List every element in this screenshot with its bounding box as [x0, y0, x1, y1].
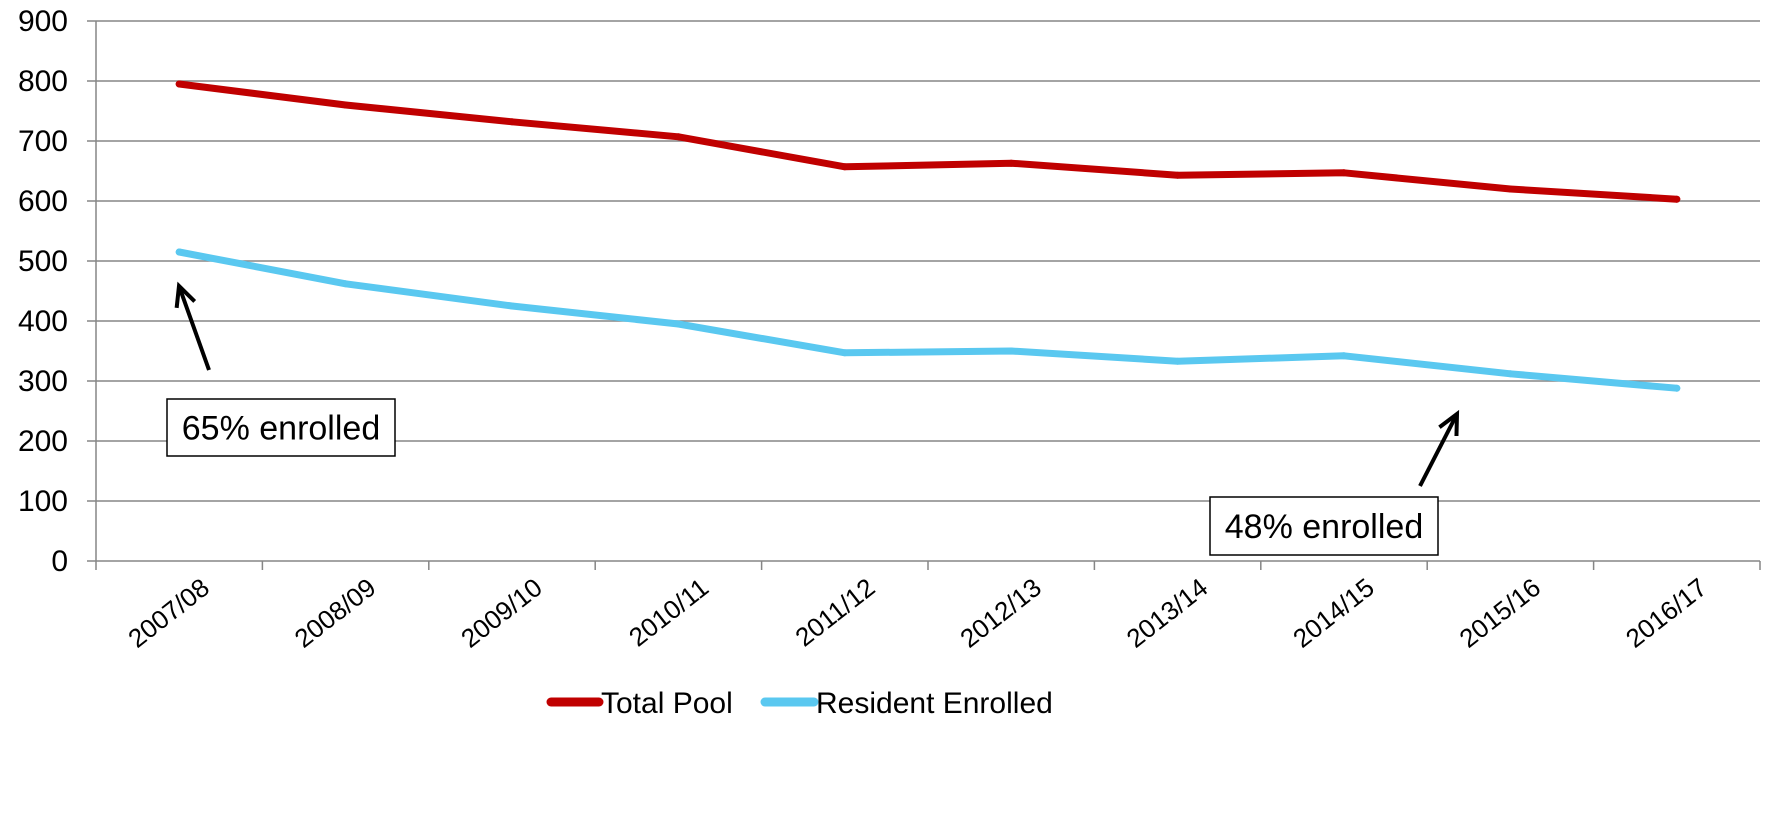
data-point — [1506, 370, 1514, 378]
data-point — [1673, 195, 1681, 203]
legend: Total Pool Resident Enrolled — [546, 687, 1053, 720]
data-point — [674, 320, 682, 328]
x-tick-label: 2012/13 — [954, 572, 1047, 654]
data-point — [175, 248, 183, 256]
x-tick-label: 2015/16 — [1454, 572, 1547, 654]
y-tick-label: 100 — [18, 485, 68, 518]
annotation-label: 65% enrolled — [182, 410, 380, 448]
annotations: 65% enrolled 48% enrolled — [166, 281, 1460, 556]
data-point — [508, 118, 516, 126]
data-point — [508, 302, 516, 310]
annotation-arrow-head — [174, 281, 197, 309]
x-tick-label: 2013/14 — [1121, 572, 1214, 654]
annotation-box — [166, 398, 396, 457]
y-tick-label: 400 — [18, 305, 68, 338]
annotation-label: 48% enrolled — [1225, 508, 1423, 546]
data-point — [674, 133, 682, 141]
legend-label: Total Pool — [601, 687, 733, 720]
axes: 0 100 200 300 400 500 600 700 800 900 2007/08 2008/… — [18, 5, 1761, 654]
data-point — [1340, 352, 1348, 360]
data-point — [342, 101, 350, 109]
data-point — [1340, 169, 1348, 177]
data-point — [1007, 159, 1015, 167]
x-tick-label: 2010/11 — [623, 572, 714, 652]
data-point — [841, 349, 849, 357]
y-tick-label: 500 — [18, 245, 68, 278]
data-point — [1007, 347, 1015, 355]
y-tick-label: 200 — [18, 425, 68, 458]
series-line-resident-enrolled — [175, 248, 1681, 392]
data-point — [1506, 185, 1514, 193]
data-point — [1673, 384, 1681, 392]
y-tick-label: 700 — [18, 125, 68, 158]
x-tick-label: 2011/12 — [789, 572, 880, 652]
data-point — [342, 280, 350, 288]
annotation-arrow-shaft — [177, 285, 211, 371]
annotation-arrow-shaft — [1418, 413, 1459, 487]
y-tick-label: 600 — [18, 185, 68, 218]
x-tick-label: 2009/10 — [455, 572, 548, 654]
y-tick-label: 900 — [18, 5, 68, 38]
x-tick-label: 2014/15 — [1287, 572, 1380, 654]
x-tick-label: 2008/09 — [289, 572, 382, 654]
legend-label: Resident Enrolled — [816, 687, 1053, 720]
y-tick-label: 300 — [18, 365, 68, 398]
annotation-box — [1209, 496, 1439, 556]
annotation-arrow-head — [1438, 409, 1460, 437]
data-point — [1174, 171, 1182, 179]
x-tick-label: 2016/17 — [1620, 572, 1713, 654]
y-tick-label: 0 — [51, 545, 68, 578]
x-tick-label: 2007/08 — [122, 572, 215, 654]
data-point — [841, 163, 849, 171]
y-tick-label: 800 — [18, 65, 68, 98]
series-line-total-pool — [175, 80, 1681, 203]
series-lines — [175, 80, 1681, 392]
data-point — [1174, 357, 1182, 365]
data-point — [175, 80, 183, 88]
